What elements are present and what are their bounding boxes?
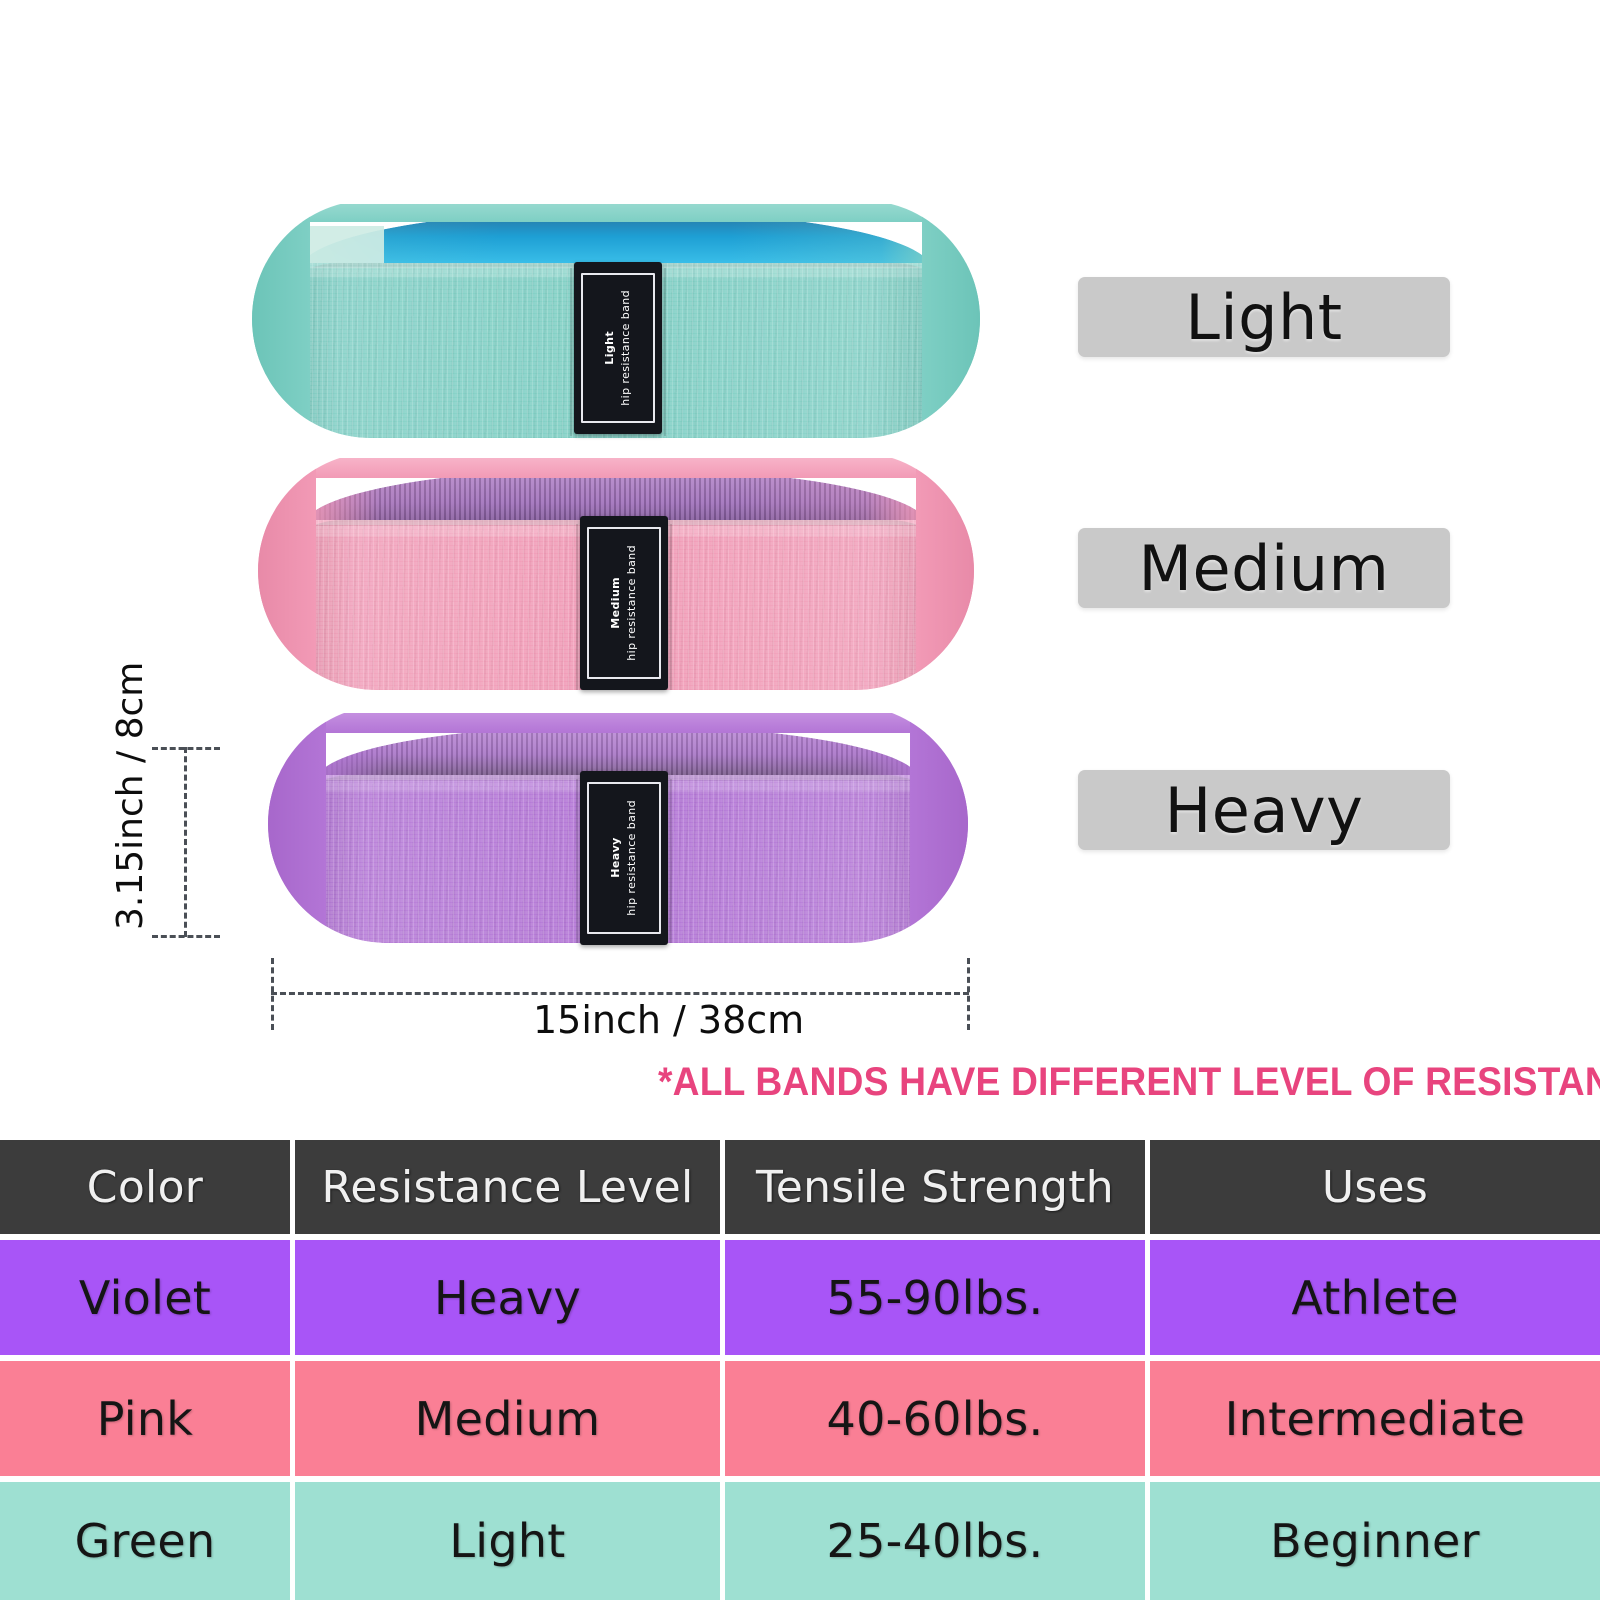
cell-green-tensile: 25-40lbs. (725, 1482, 1150, 1600)
band-heavy-tag-subtitle: hip resistance band (625, 800, 638, 916)
band-heavy-tag: Heavy hip resistance band (580, 771, 668, 945)
band-medium-tag: Medium hip resistance band (580, 516, 668, 690)
band-medium-tag-text: Medium hip resistance band (608, 545, 640, 661)
level-label-heavy-text: Heavy (1164, 773, 1364, 847)
dimension-width-label: 15inch / 38cm (533, 998, 805, 1042)
band-medium: Medium hip resistance band (258, 452, 974, 690)
resistance-notice: *ALL BANDS HAVE DIFFERENT LEVEL OF RESIS… (658, 1060, 1600, 1104)
table-header-uses: Uses (1150, 1140, 1600, 1234)
cell-violet-color: Violet (0, 1240, 295, 1355)
level-label-light: Light (1078, 277, 1450, 357)
band-light-tag-text: Light hip resistance band (602, 290, 634, 406)
table-row-pink: Pink Medium 40-60lbs. Intermediate (0, 1361, 1600, 1476)
band-heavy-tag-level: Heavy (609, 837, 623, 879)
level-label-medium-text: Medium (1138, 531, 1390, 605)
cell-pink-tensile: 40-60lbs. (725, 1361, 1150, 1476)
level-label-medium: Medium (1078, 528, 1450, 608)
band-light: Light hip resistance band (252, 200, 980, 438)
cell-pink-level: Medium (295, 1361, 725, 1476)
cell-green-color: Green (0, 1482, 295, 1600)
cell-violet-uses: Athlete (1150, 1240, 1600, 1355)
table-header-color: Color (0, 1140, 295, 1234)
band-light-tag: Light hip resistance band (574, 262, 662, 434)
table-row-green: Green Light 25-40lbs. Beginner (0, 1482, 1600, 1600)
band-light-tag-subtitle: hip resistance band (619, 290, 632, 406)
band-medium-tag-subtitle: hip resistance band (625, 545, 638, 661)
level-label-heavy: Heavy (1078, 770, 1450, 850)
band-heavy: Heavy hip resistance band (268, 705, 968, 945)
band-medium-tag-level: Medium (609, 577, 623, 629)
table-header-resistance-level: Resistance Level (295, 1140, 725, 1234)
band-light-tag-level: Light (603, 331, 617, 365)
table-header-row: Color Resistance Level Tensile Strength … (0, 1140, 1600, 1234)
band-medium-top-rim (268, 458, 964, 478)
band-heavy-top-rim (280, 713, 956, 733)
cell-violet-tensile: 55-90lbs. (725, 1240, 1150, 1355)
cell-violet-level: Heavy (295, 1240, 725, 1355)
cell-green-level: Light (295, 1482, 725, 1600)
level-label-light-text: Light (1185, 280, 1343, 354)
cell-pink-uses: Intermediate (1150, 1361, 1600, 1476)
band-heavy-tag-text: Heavy hip resistance band (608, 800, 640, 916)
table-header-tensile-strength: Tensile Strength (725, 1140, 1150, 1234)
cell-pink-color: Pink (0, 1361, 295, 1476)
cell-green-uses: Beginner (1150, 1482, 1600, 1600)
dimension-height-label: 3.15inch / 8cm (110, 661, 151, 930)
band-light-top-rim (260, 204, 972, 222)
table-row-violet: Violet Heavy 55-90lbs. Athlete (0, 1240, 1600, 1355)
